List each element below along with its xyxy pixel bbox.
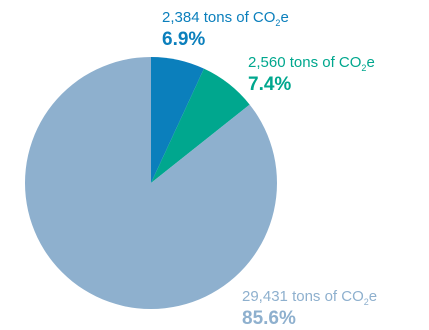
pie-slice-0 (151, 57, 204, 183)
pie-slices (24, 56, 277, 309)
slice-label-0: 2,384 tons of CO2e 6.9% (162, 10, 289, 49)
pie-slice-1 (151, 68, 250, 183)
pie-slice-2 (24, 56, 277, 309)
slice-label-2: 29,431 tons of CO2e 85.6% (242, 289, 377, 328)
slice-0-tons-text: 2,384 tons of CO2e (162, 9, 289, 28)
slice-2-percent: 85.6% (242, 308, 296, 329)
slice-label-1: 2,560 tons of CO2e 7.4% (248, 55, 375, 94)
slice-1-percent: 7.4% (248, 74, 292, 95)
slice-0-percent: 6.9% (162, 29, 206, 50)
slice-2-tons-text: 29,431 tons of CO2e (242, 288, 378, 307)
slice-1-tons-text: 2,560 tons of CO2e (248, 54, 375, 73)
